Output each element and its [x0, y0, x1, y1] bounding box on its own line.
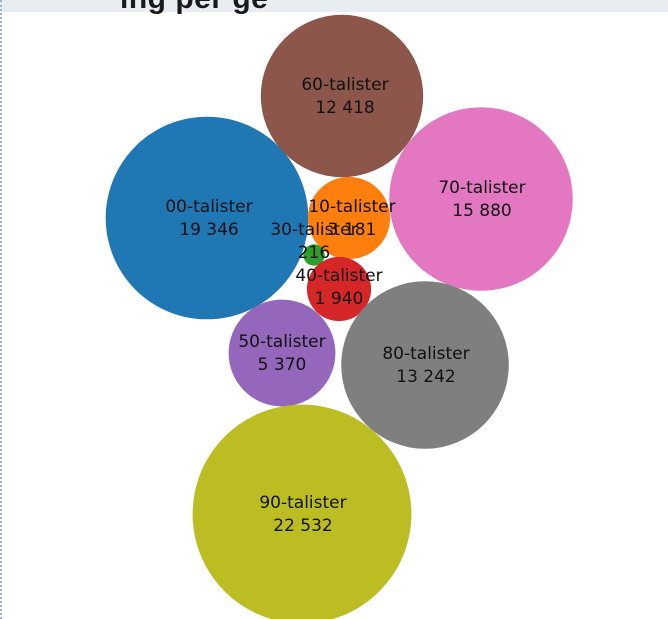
- bubble-value-label: 216: [298, 243, 330, 263]
- bubble-value-label: 5 370: [258, 355, 307, 375]
- bubble-value-label: 1 940: [315, 289, 364, 309]
- bubble-30-talister[interactable]: [303, 244, 325, 266]
- bubble-50-talister[interactable]: [228, 299, 336, 407]
- bubble-value-label: 22 532: [273, 516, 332, 536]
- header-strip: ing per ge: [0, 0, 668, 15]
- bubble-name-label: 80-talister: [382, 344, 469, 364]
- bubble-name-label: 50-talister: [238, 332, 325, 352]
- bubble-40-talister[interactable]: [306, 256, 372, 322]
- bubble-name-label: 70-talister: [438, 178, 525, 198]
- bubble-name-label: 40-talister: [295, 266, 382, 286]
- bubble-10-talister[interactable]: [307, 176, 391, 260]
- bubble-00-talister[interactable]: [105, 116, 309, 320]
- bubble-value-label: 15 880: [452, 201, 511, 221]
- bubble-90-talister[interactable]: [192, 404, 412, 619]
- bubble-name-label: 00-talister: [165, 197, 252, 217]
- bubble-value-label: 13 242: [396, 367, 455, 387]
- bubble-value-label: 3 181: [328, 220, 377, 240]
- bubble-name-label: 10-talister: [308, 197, 395, 217]
- bubble-60-talister[interactable]: [260, 14, 424, 178]
- bubble-80-talister[interactable]: [341, 281, 509, 449]
- bubble-70-talister[interactable]: [389, 107, 573, 291]
- bubble-value-label: 19 346: [179, 220, 238, 240]
- chart-title-fragment: ing per ge: [120, 0, 268, 16]
- bubble-name-label: 30-talister: [270, 220, 357, 240]
- bubble-value-label: 12 418: [315, 98, 374, 118]
- bubble-name-label: 60-talister: [301, 75, 388, 95]
- left-dotted-border: [0, 0, 4, 619]
- bubble-name-label: 90-talister: [259, 493, 346, 513]
